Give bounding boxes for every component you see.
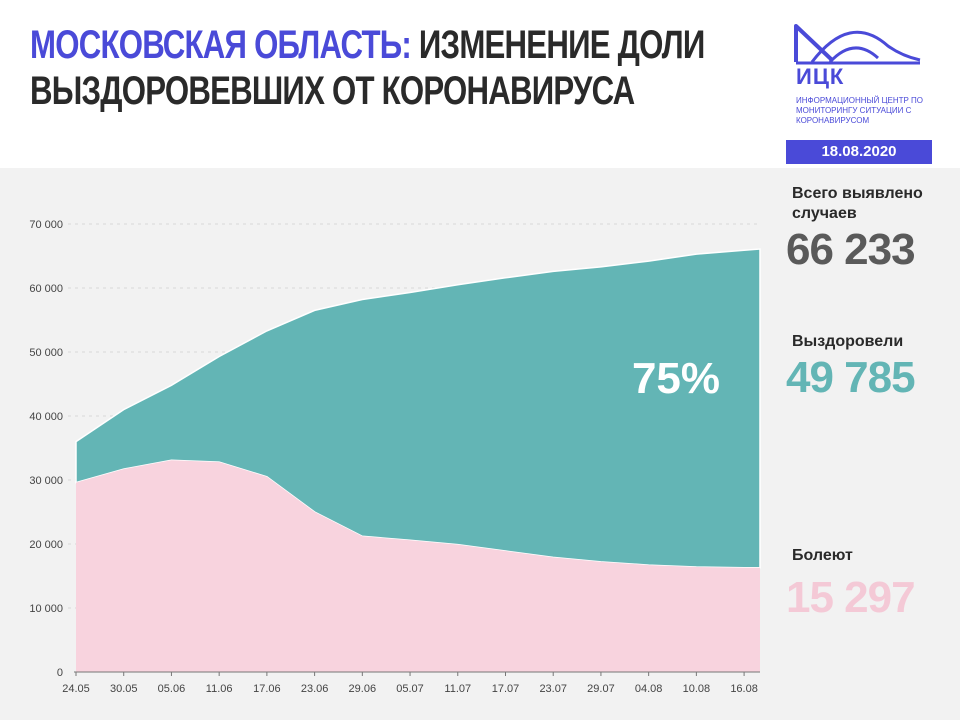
- x-tick-label: 11.07: [444, 683, 471, 695]
- logo-icon: [794, 24, 921, 65]
- x-tick-label: 05.07: [396, 683, 424, 695]
- y-tick-label: 40 000: [29, 411, 63, 423]
- area-chart: 0 10 000 20 000 30 000 40 000 50 000 60 000 70 …: [29, 219, 761, 695]
- series-area-sick: [76, 460, 760, 672]
- x-tick-label: 29.07: [587, 683, 615, 695]
- header: МОСКОВСКАЯ ОБЛАСТЬ: ИЗМЕНЕНИЕ ДОЛИ ВЫЗДО…: [0, 0, 960, 168]
- y-tick-label: 50 000: [29, 347, 63, 359]
- x-tick-label: 29.06: [349, 683, 377, 695]
- x-tick-label: 16.08: [730, 683, 758, 695]
- y-tick-label: 20 000: [29, 539, 63, 551]
- x-tick-label: 05.06: [158, 683, 186, 695]
- title-line1: ИЗМЕНЕНИЕ ДОЛИ: [411, 23, 705, 67]
- y-tick-label: 30 000: [29, 475, 63, 487]
- sick-value: 15 297: [786, 573, 916, 622]
- page-title: МОСКОВСКАЯ ОБЛАСТЬ: ИЗМЕНЕНИЕ ДОЛИ ВЫЗДО…: [30, 22, 705, 114]
- logo-text: Информационный центр по мониторингу ситу…: [796, 96, 924, 125]
- recovered-share-annotation: 75%: [632, 354, 720, 403]
- title-line2: ВЫЗДОРОВЕВШИХ ОТ КОРОНАВИРУСА: [30, 69, 635, 113]
- x-tick-label: 24.05: [62, 683, 90, 695]
- y-tick-label: 0: [57, 667, 63, 679]
- x-tick-label: 04.08: [635, 683, 663, 695]
- x-tick-label: 30.05: [110, 683, 138, 695]
- x-tick-label: 23.06: [301, 683, 329, 695]
- recovered-value: 49 785: [786, 353, 916, 402]
- y-tick-label: 60 000: [29, 283, 63, 295]
- y-tick-label: 10 000: [29, 603, 63, 615]
- y-tick-label: 70 000: [29, 219, 63, 231]
- date-badge: 18.08.2020: [786, 140, 932, 164]
- total-value: 66 233: [786, 225, 916, 274]
- total-label: Всего выявлено случаев: [792, 185, 923, 222]
- logo-abbr: ИЦК: [796, 64, 845, 89]
- x-tick-label: 23.07: [539, 683, 567, 695]
- x-tick-label: 17.07: [492, 683, 520, 695]
- recovered-label: Выздоровели: [792, 333, 904, 350]
- title-region: МОСКОВСКАЯ ОБЛАСТЬ:: [30, 23, 412, 67]
- sick-label: Болеют: [792, 547, 853, 564]
- x-tick-label: 10.08: [683, 683, 711, 695]
- x-tick-label: 17.06: [253, 683, 281, 695]
- x-tick-label: 11.06: [206, 683, 233, 695]
